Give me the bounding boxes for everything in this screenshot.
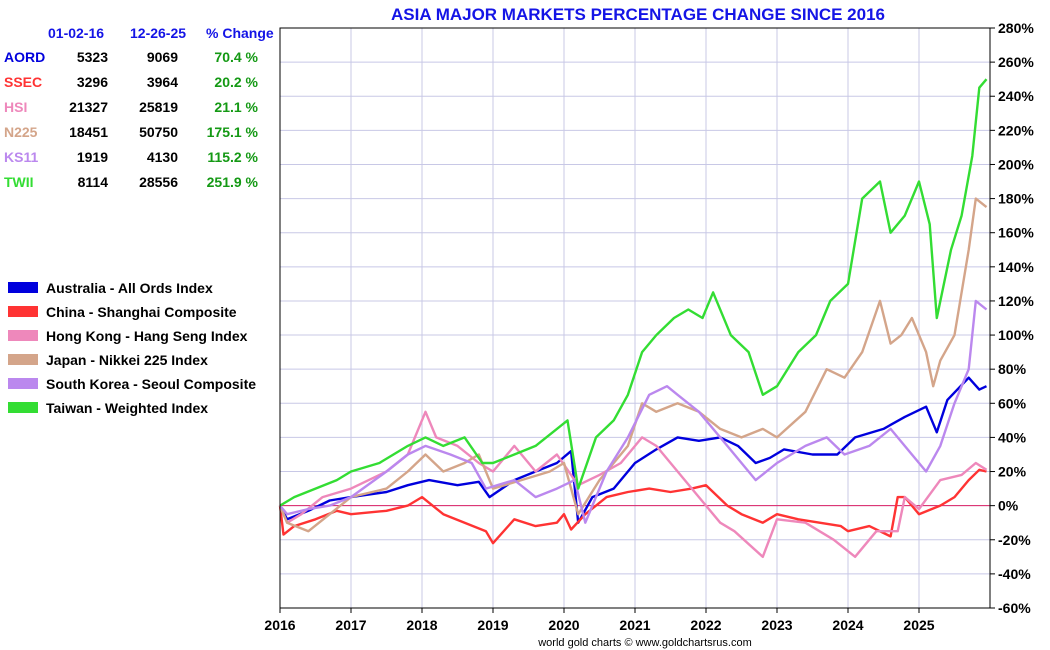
- table-row-symbol: N225: [4, 124, 38, 140]
- y-tick-label: 80%: [998, 361, 1027, 377]
- table-row-start-value: 21327: [69, 99, 108, 115]
- y-tick-label: 240%: [998, 88, 1034, 104]
- table-row-start-value: 18451: [69, 124, 108, 140]
- y-tick-label: -40%: [998, 566, 1031, 582]
- y-tick-label: 200%: [998, 156, 1034, 172]
- y-tick-label: 120%: [998, 293, 1034, 309]
- table-header-start-date: 01-02-16: [48, 25, 104, 41]
- x-tick-label: 2016: [264, 617, 295, 633]
- table-row-end-value: 4130: [147, 149, 178, 165]
- legend-swatch: [8, 330, 38, 341]
- legend-swatch: [8, 354, 38, 365]
- legend: Australia - All Ords Index China - Shangh…: [8, 280, 256, 416]
- x-axis-ticks: 2016 2017 2018 2019 2020 2021 2022 2023 2024 2025: [264, 608, 935, 633]
- x-tick-label: 2020: [548, 617, 579, 633]
- y-tick-label: 100%: [998, 327, 1034, 343]
- table-row-start-value: 1919: [77, 149, 108, 165]
- legend-label: Japan - Nikkei 225 Index: [46, 352, 208, 368]
- table-row-start-value: 3296: [77, 74, 108, 90]
- table-row-end-value: 50750: [139, 124, 178, 140]
- table-row-end-value: 9069: [147, 49, 178, 65]
- table-row-pct-change: 21.1 %: [214, 99, 258, 115]
- y-tick-label: 20%: [998, 464, 1027, 480]
- table-row-symbol: SSEC: [4, 74, 42, 90]
- legend-label: Australia - All Ords Index: [46, 280, 213, 296]
- legend-swatch: [8, 402, 38, 413]
- y-tick-label: 140%: [998, 259, 1034, 275]
- table-row-pct-change: 115.2 %: [207, 149, 258, 165]
- table-row-end-value: 28556: [139, 174, 178, 190]
- series-layer: [278, 78, 988, 558]
- table-row-symbol: TWII: [4, 174, 34, 190]
- table-row-end-value: 3964: [147, 74, 178, 90]
- table-row-end-value: 25819: [139, 99, 178, 115]
- x-tick-label: 2025: [903, 617, 934, 633]
- x-tick-label: 2024: [832, 617, 863, 633]
- table-row-symbol: AORD: [4, 49, 45, 65]
- x-tick-label: 2023: [761, 617, 792, 633]
- y-tick-label: 60%: [998, 395, 1027, 411]
- legend-swatch: [8, 306, 38, 317]
- table-header-end-date: 12-26-25: [130, 25, 186, 41]
- legend-label: Taiwan - Weighted Index: [46, 400, 208, 416]
- table-row-start-value: 5323: [77, 49, 108, 65]
- table-header-pct-change: % Change: [206, 25, 274, 41]
- summary-table: 01-02-16 12-26-25 % Change AORD 5323 9069 7…: [4, 25, 274, 190]
- y-tick-label: -20%: [998, 532, 1031, 548]
- y-tick-label: 40%: [998, 429, 1027, 445]
- table-row-pct-change: 175.1 %: [207, 124, 259, 140]
- y-tick-label: 0%: [998, 498, 1019, 514]
- y-tick-label: 180%: [998, 191, 1034, 207]
- y-tick-label: -60%: [998, 600, 1031, 616]
- series-line-1: [278, 468, 987, 545]
- legend-swatch: [8, 282, 38, 293]
- legend-label: China - Shanghai Composite: [46, 304, 237, 320]
- legend-label: South Korea - Seoul Composite: [46, 376, 256, 392]
- y-axis-ticks: 280% 260% 240% 220% 200% 180% 160% 140% 120% 100%…: [990, 20, 1034, 616]
- y-tick-label: 160%: [998, 225, 1034, 241]
- x-tick-label: 2017: [335, 617, 366, 633]
- table-row-start-value: 8114: [78, 174, 109, 190]
- y-tick-label: 260%: [998, 54, 1034, 70]
- x-tick-label: 2022: [690, 617, 721, 633]
- series-line-5: [279, 78, 988, 507]
- table-row-symbol: HSI: [4, 99, 27, 115]
- x-tick-label: 2018: [406, 617, 437, 633]
- chart-title: ASIA MAJOR MARKETS PERCENTAGE CHANGE SIN…: [391, 5, 885, 24]
- series-line-0: [278, 376, 988, 524]
- chart-credit: world gold charts © www.goldchartsrus.co…: [537, 637, 752, 649]
- table-row-pct-change: 70.4 %: [214, 49, 258, 65]
- series-line-3: [278, 197, 988, 533]
- legend-label: Hong Kong - Hang Seng Index: [46, 328, 248, 344]
- y-tick-label: 220%: [998, 122, 1034, 138]
- table-row-pct-change: 20.2 %: [214, 74, 258, 90]
- series-line-4: [279, 299, 988, 524]
- x-tick-label: 2019: [477, 617, 508, 633]
- y-tick-label: 280%: [998, 20, 1034, 36]
- legend-swatch: [8, 378, 38, 389]
- table-row-pct-change: 251.9 %: [207, 174, 259, 190]
- x-tick-label: 2021: [619, 617, 650, 633]
- table-row-symbol: KS11: [4, 149, 38, 165]
